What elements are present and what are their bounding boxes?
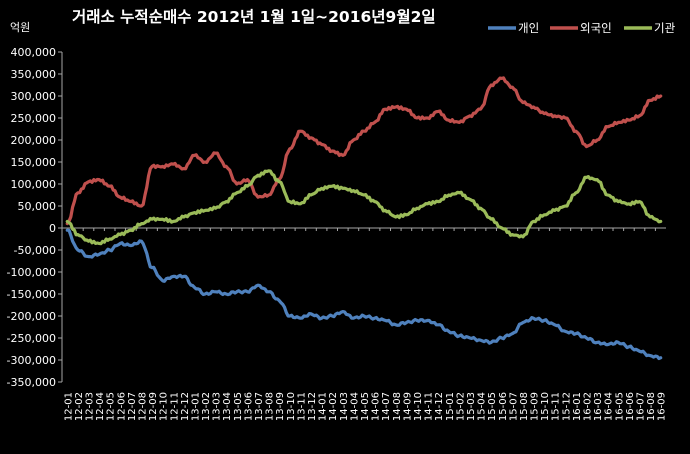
- x-tick-label: 13-09: [275, 392, 286, 421]
- x-tick-label: 15-08: [519, 392, 530, 421]
- x-tick-label: 16-06: [625, 392, 636, 421]
- x-tick-label: 15-02: [455, 392, 466, 421]
- x-tick-label: 16-05: [614, 392, 625, 421]
- y-tick-label: 50,000: [18, 200, 57, 213]
- x-tick-label: 15-11: [551, 392, 562, 421]
- x-tick-label: 16-02: [583, 392, 594, 421]
- x-tick-label: 12-11: [169, 392, 180, 421]
- x-tick-label: 12-01: [63, 392, 74, 421]
- x-tick-label: 12-10: [159, 392, 170, 421]
- x-tick-label: 14-09: [402, 392, 413, 421]
- x-tick-label: 13-11: [296, 392, 307, 421]
- series-line-2: [65, 76, 663, 226]
- x-tick-label: 12-09: [148, 392, 159, 421]
- legend-label-3: 기관: [654, 21, 676, 35]
- x-tick-label: 14-07: [381, 392, 392, 421]
- y-tick-label: 0: [49, 222, 56, 235]
- x-tick-label: 14-05: [360, 392, 371, 421]
- x-tick-label: 13-12: [307, 392, 318, 421]
- x-tick-label: 16-07: [636, 392, 647, 421]
- x-tick-label: 15-10: [540, 392, 551, 421]
- x-tick-label: 12-04: [95, 392, 106, 421]
- x-tick-label: 12-03: [84, 392, 95, 421]
- legend-label-1: 개인: [518, 21, 539, 35]
- x-tick-label: 15-04: [477, 392, 488, 421]
- y-tick-label: -150,000: [7, 288, 56, 301]
- x-tick-label: 16-09: [657, 392, 668, 421]
- x-tick-label: 12-12: [180, 392, 191, 421]
- x-tick-label: 14-06: [371, 392, 382, 421]
- x-tick-label: 14-08: [392, 392, 403, 421]
- y-tick-label: 100,000: [11, 178, 57, 191]
- y-tick-label: -300,000: [7, 354, 56, 367]
- series-layer: [65, 76, 663, 361]
- y-tick-label: 300,000: [11, 90, 57, 103]
- x-tick-label: 14-02: [328, 392, 339, 421]
- series-line-3: [65, 169, 663, 246]
- x-tick-label: 13-06: [243, 392, 254, 421]
- x-tick-label: 12-07: [127, 392, 138, 421]
- x-tick-label: 14-10: [413, 392, 424, 421]
- x-tick-label: 14-03: [339, 392, 350, 421]
- legend-label-2: 외국인: [580, 21, 612, 35]
- x-tick-label: 12-06: [116, 392, 127, 421]
- x-tick-label: 14-11: [424, 392, 435, 421]
- x-tick-label: 13-01: [190, 392, 201, 421]
- y-tick-label: 400,000: [11, 46, 57, 59]
- x-tick-label: 13-03: [212, 392, 223, 421]
- x-tick-label: 14-04: [349, 392, 360, 421]
- x-tick-label: 16-03: [593, 392, 604, 421]
- x-tick-label: 16-01: [572, 392, 583, 421]
- x-tick-label: 13-04: [222, 392, 233, 421]
- x-tick-label: 16-04: [604, 392, 615, 421]
- x-tick-label: 16-08: [646, 392, 657, 421]
- y-tick-label: -100,000: [7, 266, 56, 279]
- y-tick-label: -200,000: [7, 310, 56, 323]
- x-tick-label: 12-05: [106, 392, 117, 421]
- x-tick-label: 12-02: [74, 392, 85, 421]
- y-axis-unit-label: 억원: [10, 21, 30, 34]
- x-tick-label: 15-09: [530, 392, 541, 421]
- series-line-1: [65, 228, 663, 361]
- chart-title: 거래소 누적순매수 2012년 1월 1일~2016년9월2일: [72, 7, 436, 26]
- y-tick-label: 350,000: [11, 68, 57, 81]
- x-tick-label: 13-07: [254, 392, 265, 421]
- x-tick-label: 15-07: [508, 392, 519, 421]
- x-tick-label: 14-12: [434, 392, 445, 421]
- y-tick-label: -250,000: [7, 332, 56, 345]
- legend: 개인 외국인 기관: [488, 21, 676, 35]
- x-tick-label: 12-08: [137, 392, 148, 421]
- x-tick-label: 13-08: [265, 392, 276, 421]
- x-tick-label: 15-01: [445, 392, 456, 421]
- x-tick-label: 15-06: [498, 392, 509, 421]
- axis-layer: 400,000 350,000 300,000 250,000 200,000 150,0…: [7, 46, 668, 421]
- x-tick-label: 13-10: [286, 392, 297, 421]
- y-tick-label: 200,000: [11, 134, 57, 147]
- x-tick-label: 14-01: [318, 392, 329, 421]
- x-tick-label: 13-02: [201, 392, 212, 421]
- x-tick-label: 15-12: [561, 392, 572, 421]
- x-tick-label: 15-05: [487, 392, 498, 421]
- y-tick-label: 250,000: [11, 112, 57, 125]
- y-tick-label: -350,000: [7, 376, 56, 389]
- y-tick-label: -50,000: [14, 244, 56, 257]
- x-tick-label: 15-03: [466, 392, 477, 421]
- x-tick-label: 13-05: [233, 392, 244, 421]
- y-tick-label: 150,000: [11, 156, 57, 169]
